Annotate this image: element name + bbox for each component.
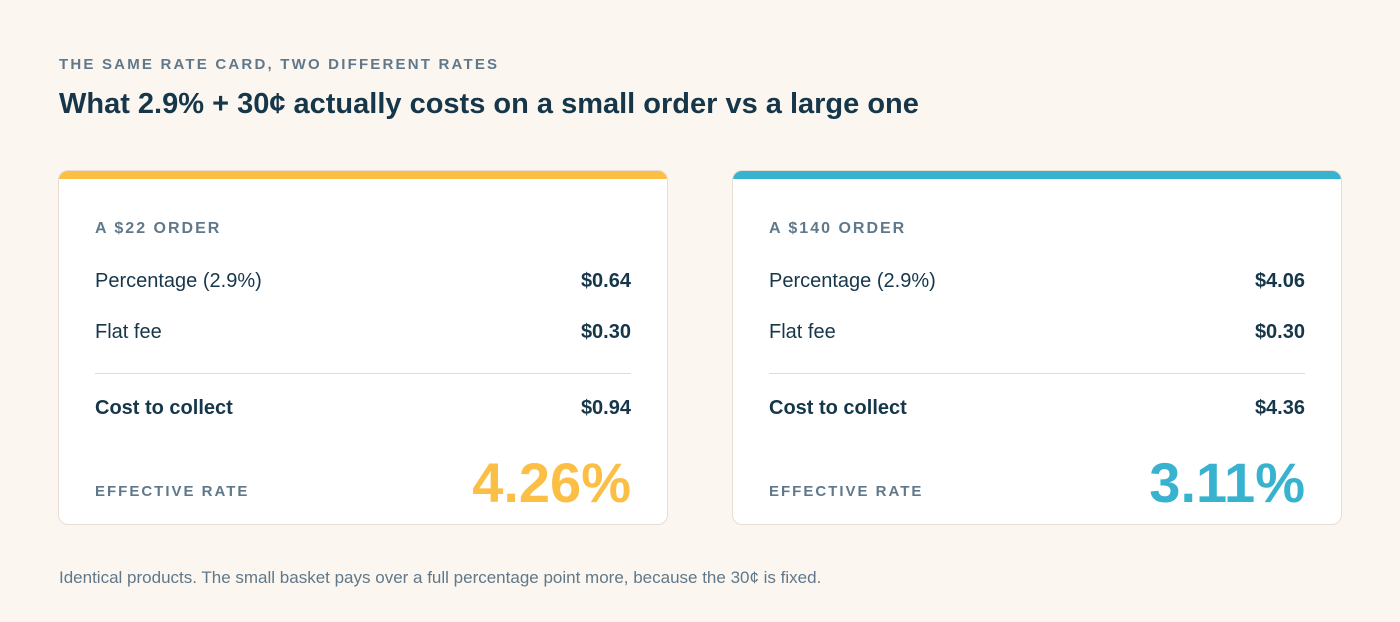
small-order-total-row: Cost to collect $0.94 (95, 395, 631, 421)
small-order-label: A $22 ORDER (95, 220, 222, 237)
total-value: $0.94 (580, 396, 631, 419)
page-title: What 2.9% + 30¢ actually costs on a smal… (59, 88, 919, 120)
effective-rate-label: EFFECTIVE RATE (95, 483, 250, 500)
effective-rate-value: 3.11% (1149, 451, 1305, 514)
large-order-accent-bar (733, 171, 1341, 179)
total-value: $4.36 (1254, 396, 1305, 419)
small-order-flat-fee-row: Flat fee $0.30 (95, 319, 631, 345)
row-label: Percentage (2.9%) (95, 269, 262, 292)
effective-rate-value: 4.26% (472, 451, 631, 514)
large-order-card: A $140 ORDER Percentage (2.9%) $4.06 Fla… (732, 170, 1342, 525)
row-label: Flat fee (95, 320, 162, 343)
row-value: $0.30 (1254, 320, 1305, 343)
divider (95, 373, 631, 374)
row-value: $4.06 (1254, 269, 1305, 292)
small-order-accent-bar (59, 171, 667, 179)
divider (769, 373, 1305, 374)
total-label: Cost to collect (95, 396, 233, 419)
row-label: Percentage (2.9%) (769, 269, 936, 292)
eyebrow-heading: THE SAME RATE CARD, TWO DIFFERENT RATES (59, 56, 500, 73)
large-order-flat-fee-row: Flat fee $0.30 (769, 319, 1305, 345)
row-label: Flat fee (769, 320, 836, 343)
large-order-label: A $140 ORDER (769, 220, 907, 237)
large-order-total-row: Cost to collect $4.36 (769, 395, 1305, 421)
total-label: Cost to collect (769, 396, 907, 419)
small-order-card: A $22 ORDER Percentage (2.9%) $0.64 Flat… (58, 170, 668, 525)
row-value: $0.64 (580, 269, 631, 292)
effective-rate-label: EFFECTIVE RATE (769, 483, 924, 500)
large-order-percentage-row: Percentage (2.9%) $4.06 (769, 268, 1305, 294)
row-value: $0.30 (580, 320, 631, 343)
footnote: Identical products. The small basket pay… (59, 568, 822, 587)
small-order-percentage-row: Percentage (2.9%) $0.64 (95, 268, 631, 294)
